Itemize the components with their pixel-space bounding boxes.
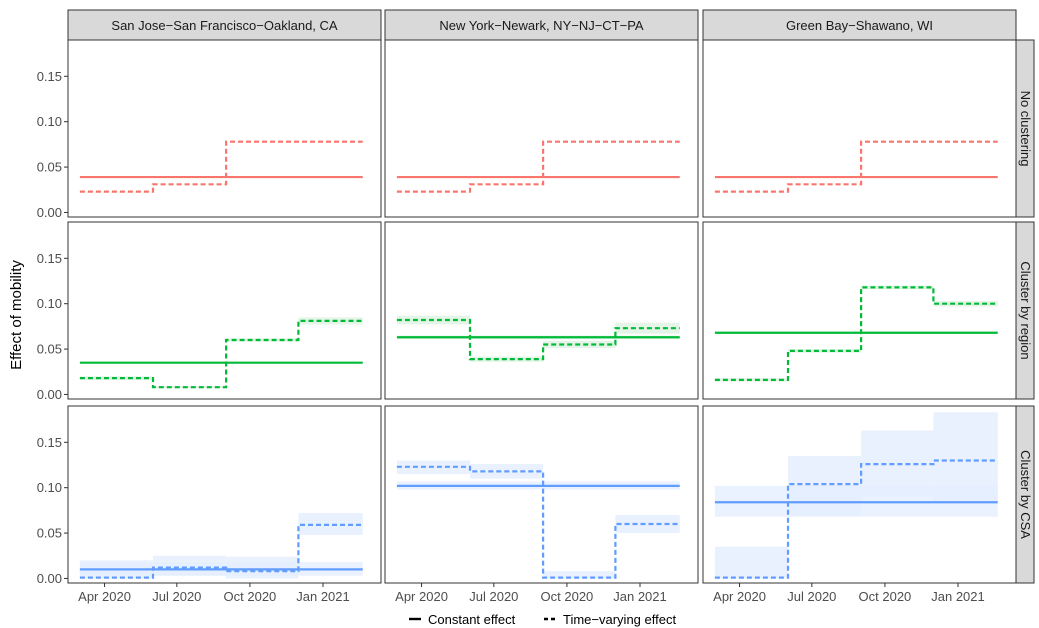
y-tick-label: 0.15 xyxy=(37,435,62,450)
y-tick-label: 0.15 xyxy=(37,69,62,84)
time-varying-band xyxy=(615,514,680,534)
strip-column-bg xyxy=(67,9,382,41)
x-tick-label: Jul 2020 xyxy=(787,589,836,604)
panel-background xyxy=(385,40,698,217)
time-varying-effect-line xyxy=(396,318,680,361)
y-tick-label: 0.10 xyxy=(37,480,62,495)
strip-column-label: Green Bay−Shawano, WI xyxy=(786,18,933,33)
time-varying-effect-line xyxy=(79,140,363,193)
y-tick-label: 0.10 xyxy=(37,114,62,129)
y-tick-label: 0.00 xyxy=(37,571,62,586)
y-tick-label: 0.10 xyxy=(37,296,62,311)
panel-border xyxy=(67,221,382,400)
strip-column-label: New York−Newark, NY−NJ−CT−PA xyxy=(439,18,644,33)
panels-layer: San Jose−San Francisco−Oakland, CA New Yo… xyxy=(37,9,1035,604)
time-varying-effect-line xyxy=(79,319,363,389)
time-varying-effect-line xyxy=(396,465,680,579)
panel-border xyxy=(384,221,699,400)
panel-border xyxy=(67,405,382,584)
legend: Constant effect Time−varying effect xyxy=(409,612,676,627)
x-tick-label: Jul 2020 xyxy=(469,589,518,604)
panel xyxy=(384,221,699,400)
y-tick-label: 0.00 xyxy=(37,387,62,402)
panel-border xyxy=(67,39,382,218)
time-varying-band xyxy=(933,412,998,502)
y-tick-label: 0.00 xyxy=(37,205,62,220)
panel-background xyxy=(68,406,381,583)
panel-border xyxy=(702,39,1017,218)
panel-border xyxy=(384,405,699,584)
y-tick-label: 0.05 xyxy=(37,342,62,357)
time-varying-band xyxy=(861,430,934,497)
x-tick-label: Oct 2020 xyxy=(859,589,912,604)
legend-label: Time−varying effect xyxy=(563,612,676,627)
x-tick-label: Jan 2021 xyxy=(613,589,667,604)
x-tick-label: Oct 2020 xyxy=(541,589,594,604)
y-axis-title: Effect of mobility xyxy=(8,260,25,370)
time-varying-band xyxy=(788,455,862,515)
x-tick-label: Jan 2021 xyxy=(931,589,985,604)
panel xyxy=(702,39,1017,218)
time-varying-band xyxy=(298,513,363,535)
strip-column-bg xyxy=(384,9,699,41)
time-varying-band xyxy=(714,546,789,579)
panel xyxy=(384,405,699,584)
strip-column-bg xyxy=(702,9,1017,41)
x-tick-label: Oct 2020 xyxy=(224,589,277,604)
time-varying-band xyxy=(226,556,299,579)
panel xyxy=(384,39,699,218)
y-tick-label: 0.05 xyxy=(37,160,62,175)
panel-background xyxy=(703,40,1016,217)
panel xyxy=(67,405,382,584)
panel-background xyxy=(385,406,698,583)
panel xyxy=(67,39,382,218)
time-varying-effect-line xyxy=(714,286,998,381)
panel-background xyxy=(703,222,1016,399)
panel-border xyxy=(702,221,1017,400)
strip-row-label: Cluster by region xyxy=(1018,261,1033,359)
panel-border xyxy=(702,405,1017,584)
time-varying-band xyxy=(153,386,227,389)
time-varying-band xyxy=(226,338,299,342)
panel-background xyxy=(385,222,698,399)
time-varying-effect-line xyxy=(396,140,680,193)
panel xyxy=(67,221,382,400)
time-varying-band xyxy=(298,317,363,325)
y-tick-label: 0.15 xyxy=(37,251,62,266)
panel-background xyxy=(68,222,381,399)
panel xyxy=(702,221,1017,400)
time-varying-effect-line xyxy=(79,523,363,579)
panel xyxy=(702,405,1017,584)
x-tick-label: Apr 2020 xyxy=(78,589,131,604)
legend-label: Constant effect xyxy=(428,612,516,627)
panel-border xyxy=(384,39,699,218)
x-tick-label: Apr 2020 xyxy=(395,589,448,604)
time-varying-band xyxy=(543,571,616,579)
x-tick-label: Apr 2020 xyxy=(713,589,766,604)
time-varying-effect-line xyxy=(714,459,998,579)
y-tick-label: 0.05 xyxy=(37,526,62,541)
time-varying-band xyxy=(933,300,998,307)
strip-column-label: San Jose−San Francisco−Oakland, CA xyxy=(111,18,338,33)
strip-row-label: Cluster by CSA xyxy=(1018,450,1033,539)
time-varying-band xyxy=(153,555,227,576)
x-tick-label: Jan 2021 xyxy=(296,589,350,604)
panel-background xyxy=(68,40,381,217)
x-tick-label: Jul 2020 xyxy=(152,589,201,604)
strip-row-label: No clustering xyxy=(1018,91,1033,167)
time-varying-effect-line xyxy=(714,140,998,193)
